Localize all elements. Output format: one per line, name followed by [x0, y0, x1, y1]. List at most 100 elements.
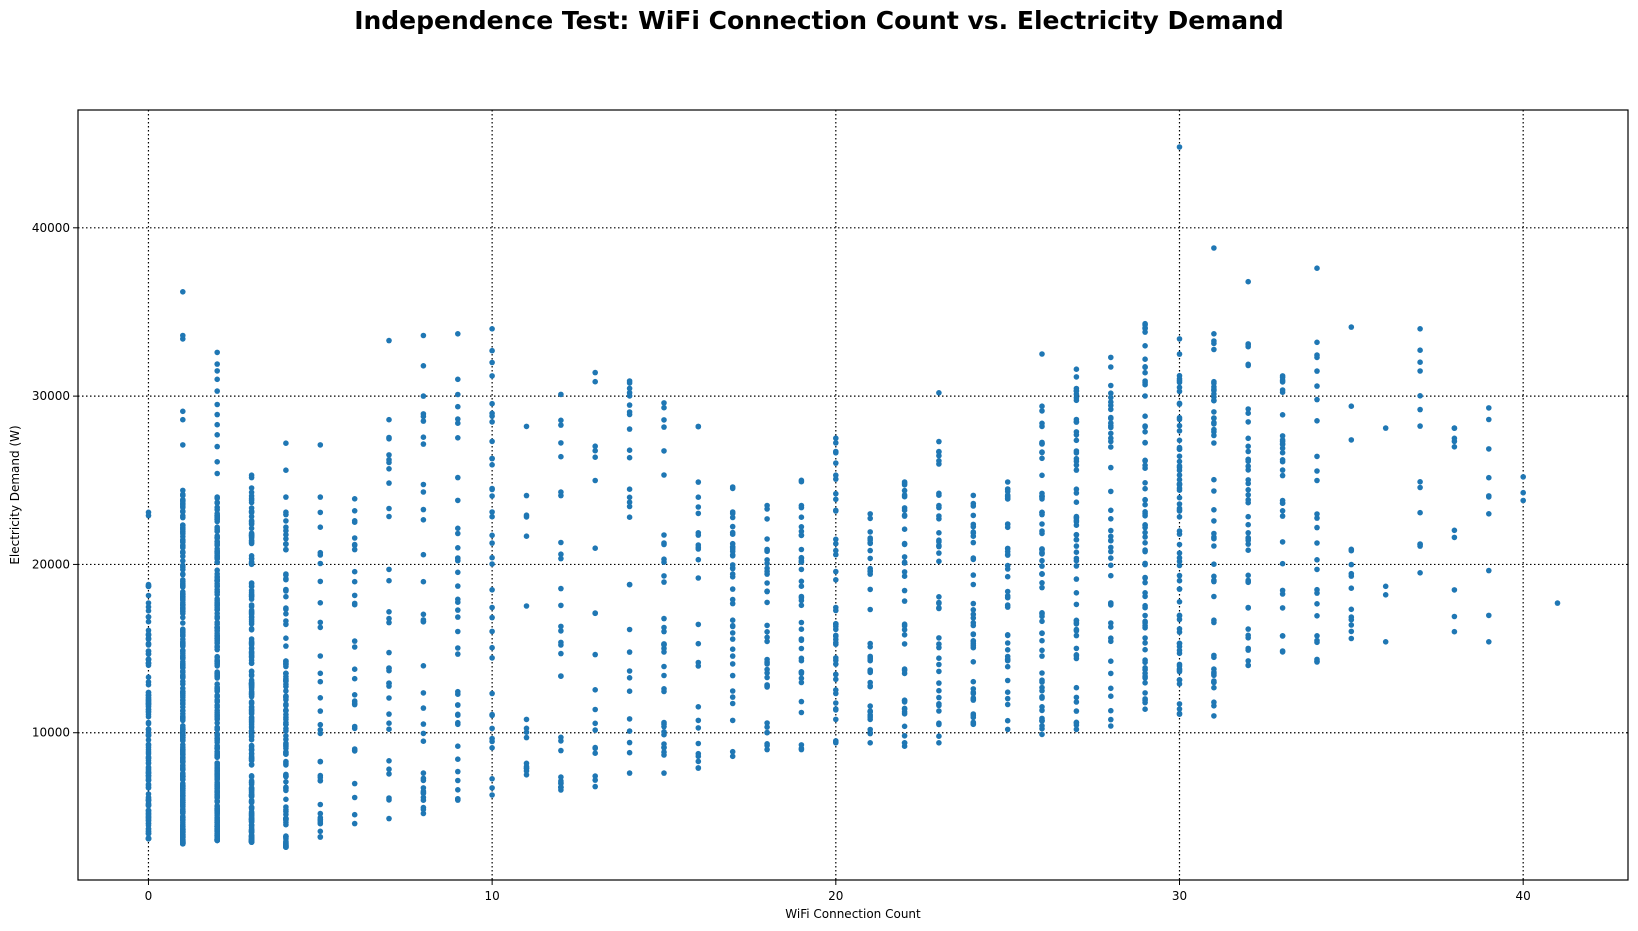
data-point: [558, 417, 564, 424]
data-point: [798, 742, 805, 748]
data-point: [317, 624, 324, 631]
data-point: [729, 617, 736, 623]
data-point: [1108, 488, 1114, 495]
data-point: [489, 628, 495, 635]
data-point: [386, 609, 392, 615]
data-point: [317, 828, 324, 835]
data-point: [214, 559, 220, 566]
data-point: [764, 557, 770, 563]
data-point: [1176, 514, 1183, 520]
data-point: [1004, 656, 1011, 662]
data-point: [1211, 530, 1217, 537]
data-point: [214, 737, 220, 744]
data-point: [661, 642, 667, 648]
data-point: [420, 705, 427, 711]
data-point: [386, 619, 392, 626]
data-point: [1348, 606, 1355, 613]
data-point: [1176, 586, 1183, 592]
data-point: [833, 460, 839, 466]
data-point: [248, 684, 255, 690]
data-point: [248, 774, 255, 780]
data-point: [729, 694, 736, 700]
data-point: [1279, 605, 1286, 611]
data-point: [729, 646, 736, 652]
data-point: [145, 744, 152, 750]
data-point: [145, 737, 152, 743]
data-point: [1314, 418, 1320, 424]
data-point: [386, 758, 392, 764]
data-point: [180, 664, 186, 671]
data-point: [1314, 383, 1320, 389]
data-point: [420, 363, 427, 369]
data-point: [1176, 668, 1183, 675]
data-point: [729, 510, 736, 517]
data-point: [214, 768, 220, 774]
data-point: [386, 797, 392, 803]
data-point: [1004, 677, 1011, 684]
data-point: [283, 531, 289, 538]
data-point: [833, 450, 839, 456]
data-point: [1039, 521, 1045, 527]
data-point: [214, 528, 220, 534]
data-point: [1245, 487, 1251, 493]
data-point: [180, 763, 186, 769]
data-point: [489, 509, 495, 515]
data-point: [248, 706, 255, 712]
data-point: [1108, 516, 1114, 522]
data-point: [1486, 567, 1492, 574]
data-point: [248, 785, 255, 792]
data-point: [214, 754, 220, 760]
data-point: [180, 487, 186, 494]
data-point: [180, 531, 186, 537]
data-point: [283, 440, 289, 447]
data-point: [833, 551, 839, 558]
data-point: [145, 700, 152, 706]
data-point: [317, 670, 324, 677]
data-point: [901, 706, 908, 712]
data-point: [1245, 579, 1251, 586]
data-point: [901, 541, 908, 548]
data-point: [798, 554, 805, 561]
data-point: [1108, 600, 1114, 606]
data-point: [145, 631, 152, 637]
data-point: [695, 423, 702, 430]
data-point: [1142, 522, 1148, 528]
data-point: [1142, 561, 1148, 568]
data-point: [1142, 413, 1148, 420]
data-point: [661, 400, 667, 406]
data-point: [1142, 670, 1148, 677]
data-point: [1108, 685, 1114, 692]
data-point: [1039, 688, 1045, 694]
data-point: [1417, 368, 1423, 374]
data-point: [1176, 444, 1183, 451]
x-tick-label: 0: [145, 889, 153, 903]
data-point: [936, 543, 942, 550]
data-point: [351, 666, 358, 672]
data-point: [833, 435, 839, 442]
data-point: [420, 738, 427, 744]
data-point: [901, 641, 908, 647]
data-point: [798, 597, 805, 604]
data-point: [1004, 573, 1011, 580]
data-point: [901, 711, 908, 717]
data-point: [558, 585, 564, 592]
data-point: [592, 545, 598, 551]
data-point: [214, 349, 220, 356]
data-point: [1417, 406, 1423, 413]
data-point: [1142, 509, 1148, 515]
data-point: [626, 688, 633, 694]
data-point: [1176, 388, 1183, 395]
data-point: [386, 436, 392, 442]
data-point: [936, 733, 942, 739]
data-point: [729, 753, 736, 760]
data-point: [283, 833, 289, 839]
data-point: [248, 611, 255, 617]
data-point: [833, 568, 839, 575]
data-point: [420, 611, 427, 618]
data-point: [180, 558, 186, 564]
data-point: [523, 512, 530, 518]
data-point: [558, 551, 564, 557]
data-point: [901, 740, 908, 746]
data-point: [214, 548, 220, 554]
data-point: [214, 589, 220, 595]
